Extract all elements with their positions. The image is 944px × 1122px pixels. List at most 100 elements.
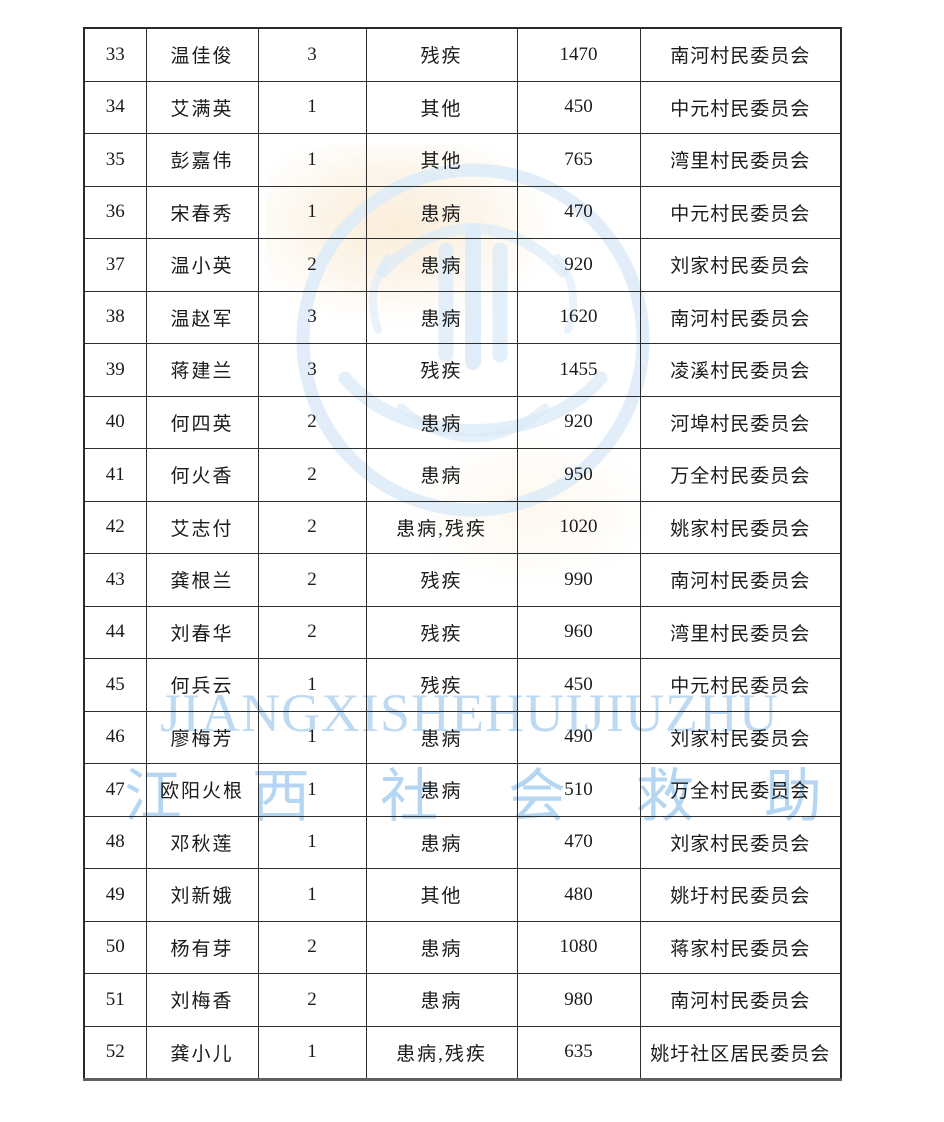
cell-members: 1 [257, 185, 367, 239]
cell-no: 44 [83, 605, 147, 659]
cell-committee: 刘家村民委员会 [639, 815, 842, 869]
cell-committee: 刘家村民委员会 [639, 238, 842, 292]
cell-committee: 蒋家村民委员会 [639, 920, 842, 974]
cell-category: 患病 [365, 815, 518, 869]
cell-category: 患病 [365, 448, 518, 502]
table-row: 43 龚根兰 2 残疾 990 南河村民委员会 [83, 553, 842, 607]
cell-no: 37 [83, 238, 147, 292]
cell-name: 温佳俊 [145, 27, 259, 82]
cell-category: 患病,残疾 [365, 500, 518, 554]
cell-members: 1 [257, 710, 367, 764]
cell-category: 患病 [365, 763, 518, 817]
cell-no: 38 [83, 290, 147, 344]
cell-committee: 湾里村民委员会 [639, 133, 842, 187]
cell-category: 患病 [365, 395, 518, 449]
cell-members: 2 [257, 500, 367, 554]
cell-committee: 姚圩社区居民委员会 [639, 1025, 842, 1080]
cell-no: 34 [83, 80, 147, 134]
table-row: 33 温佳俊 3 残疾 1470 南河村民委员会 [83, 27, 842, 82]
cell-amount: 920 [516, 238, 641, 292]
cell-members: 3 [257, 290, 367, 344]
cell-amount: 450 [516, 80, 641, 134]
cell-amount: 480 [516, 868, 641, 922]
cell-committee: 中元村民委员会 [639, 185, 842, 239]
cell-committee: 姚圩村民委员会 [639, 868, 842, 922]
cell-amount: 980 [516, 973, 641, 1027]
cell-amount: 470 [516, 185, 641, 239]
cell-name: 何四英 [145, 395, 259, 449]
cell-name: 宋春秀 [145, 185, 259, 239]
cell-committee: 姚家村民委员会 [639, 500, 842, 554]
cell-no: 52 [83, 1025, 147, 1080]
cell-category: 其他 [365, 80, 518, 134]
cell-category: 患病 [365, 973, 518, 1027]
cell-no: 51 [83, 973, 147, 1027]
cell-name: 温赵军 [145, 290, 259, 344]
cell-name: 刘新娥 [145, 868, 259, 922]
cell-no: 49 [83, 868, 147, 922]
table-row: 44 刘春华 2 残疾 960 湾里村民委员会 [83, 605, 842, 659]
table-row: 50 杨有芽 2 患病 1080 蒋家村民委员会 [83, 920, 842, 974]
cell-category: 残疾 [365, 605, 518, 659]
cell-no: 45 [83, 658, 147, 712]
cell-amount: 960 [516, 605, 641, 659]
cell-members: 1 [257, 80, 367, 134]
table-row: 35 彭嘉伟 1 其他 765 湾里村民委员会 [83, 133, 842, 187]
cell-name: 刘梅香 [145, 973, 259, 1027]
cell-committee: 南河村民委员会 [639, 553, 842, 607]
cell-members: 1 [257, 763, 367, 817]
cell-members: 2 [257, 448, 367, 502]
cell-amount: 1470 [516, 27, 641, 82]
cell-committee: 万全村民委员会 [639, 448, 842, 502]
cell-no: 40 [83, 395, 147, 449]
cell-no: 33 [83, 27, 147, 82]
cell-committee: 南河村民委员会 [639, 973, 842, 1027]
cell-members: 2 [257, 238, 367, 292]
cell-members: 1 [257, 1025, 367, 1080]
cell-category: 患病 [365, 185, 518, 239]
cell-members: 3 [257, 343, 367, 397]
table-row: 45 何兵云 1 残疾 450 中元村民委员会 [83, 658, 842, 712]
cell-amount: 990 [516, 553, 641, 607]
table-row: 37 温小英 2 患病 920 刘家村民委员会 [83, 238, 842, 292]
cell-amount: 1455 [516, 343, 641, 397]
cell-no: 50 [83, 920, 147, 974]
cell-name: 蒋建兰 [145, 343, 259, 397]
cell-committee: 万全村民委员会 [639, 763, 842, 817]
cell-no: 35 [83, 133, 147, 187]
cell-amount: 1020 [516, 500, 641, 554]
cell-category: 其他 [365, 868, 518, 922]
cell-committee: 中元村民委员会 [639, 80, 842, 134]
table-row: 40 何四英 2 患病 920 河埠村民委员会 [83, 395, 842, 449]
cell-name: 何兵云 [145, 658, 259, 712]
table-row: 39 蒋建兰 3 残疾 1455 凌溪村民委员会 [83, 343, 842, 397]
cell-no: 36 [83, 185, 147, 239]
table-row: 48 邓秋莲 1 患病 470 刘家村民委员会 [83, 815, 842, 869]
cell-amount: 450 [516, 658, 641, 712]
cell-name: 艾志付 [145, 500, 259, 554]
table-row: 47 欧阳火根 1 患病 510 万全村民委员会 [83, 763, 842, 817]
cell-members: 1 [257, 133, 367, 187]
cell-amount: 1620 [516, 290, 641, 344]
cell-committee: 凌溪村民委员会 [639, 343, 842, 397]
cell-no: 43 [83, 553, 147, 607]
cell-name: 龚小儿 [145, 1025, 259, 1080]
cell-name: 龚根兰 [145, 553, 259, 607]
cell-amount: 950 [516, 448, 641, 502]
cell-members: 1 [257, 868, 367, 922]
cell-members: 2 [257, 395, 367, 449]
cell-committee: 南河村民委员会 [639, 27, 842, 82]
cell-amount: 470 [516, 815, 641, 869]
cell-name: 艾满英 [145, 80, 259, 134]
cell-committee: 刘家村民委员会 [639, 710, 842, 764]
cell-amount: 635 [516, 1025, 641, 1080]
cell-category: 其他 [365, 133, 518, 187]
cell-no: 47 [83, 763, 147, 817]
table-row: 46 廖梅芳 1 患病 490 刘家村民委员会 [83, 710, 842, 764]
cell-committee: 南河村民委员会 [639, 290, 842, 344]
cell-amount: 510 [516, 763, 641, 817]
cell-name: 欧阳火根 [145, 763, 259, 817]
cell-category: 患病 [365, 238, 518, 292]
cell-members: 2 [257, 920, 367, 974]
